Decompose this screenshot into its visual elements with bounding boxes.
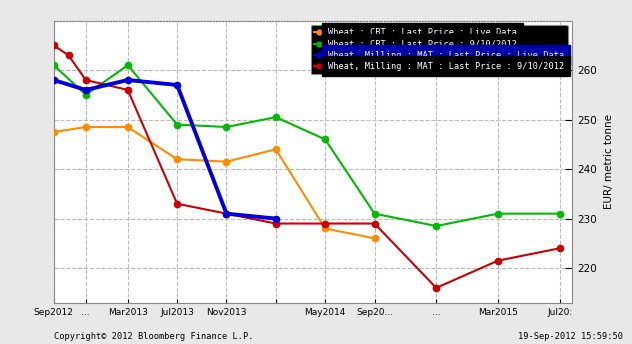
- Y-axis label: EUR/ metric tonne: EUR/ metric tonne: [604, 114, 614, 209]
- Legend: Wheat : CBT : Last Price : Live Data, Wheat : CBT : Last Price : 9/10/2012, Whea: Wheat : CBT : Last Price : Live Data, Wh…: [311, 25, 568, 74]
- Text: 19-Sep-2012 15:59:50: 19-Sep-2012 15:59:50: [518, 332, 623, 341]
- Text: Copyright© 2012 Bloomberg Finance L.P.: Copyright© 2012 Bloomberg Finance L.P.: [54, 332, 253, 341]
